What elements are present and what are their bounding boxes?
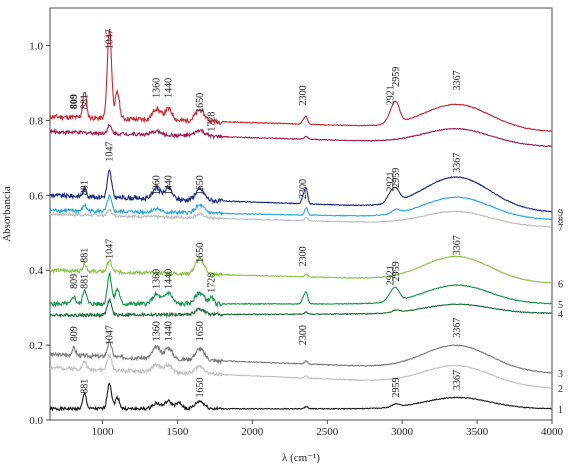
peak-label: 2300	[298, 179, 309, 199]
trace-number-label: 6	[558, 279, 563, 290]
trace-number-layer: 1 2 3 45 6 789	[558, 208, 563, 416]
x-tick-label: 2500	[316, 426, 339, 438]
peak-label: 881	[80, 248, 91, 263]
peak-label: 809	[69, 94, 80, 109]
peak-label: 2300	[298, 85, 309, 105]
peak-label: 3367	[452, 153, 463, 173]
peak-label: 1440	[163, 321, 174, 341]
peak-label: 1440	[163, 175, 174, 195]
peak-label: 881	[80, 180, 91, 195]
trace-number-label: 4	[558, 309, 563, 320]
peak-label: 1360	[151, 321, 162, 341]
peak-label: 2959	[391, 67, 402, 87]
peak-label: 1047	[105, 142, 116, 162]
peak-label: 1047	[105, 325, 116, 345]
series-line-10	[49, 123, 552, 148]
y-tick-label: 0.2	[29, 340, 43, 352]
y-axis: 0.0 0.2 0.4 0.6 0.8 1.0	[29, 40, 50, 427]
peak-label: 2921	[385, 265, 396, 285]
series-line-2	[49, 353, 553, 389]
peak-label: 3367	[452, 235, 463, 255]
peak-label: 1360	[151, 175, 162, 195]
peak-label: 2921	[385, 85, 396, 105]
peak-label: 1728	[207, 112, 218, 132]
peak-label: 1650	[195, 243, 206, 263]
x-tick-label: 3000	[391, 426, 414, 438]
y-tick-label: 1.0	[29, 40, 43, 52]
series-line-6	[49, 255, 553, 284]
peak-label: 881	[80, 94, 91, 109]
peak-label: 881	[80, 379, 91, 394]
peak-label: 809	[69, 326, 80, 341]
peak-label: 1650	[195, 378, 206, 398]
trace-number-label: 7	[558, 223, 563, 234]
peak-label: 881	[80, 274, 91, 289]
trace-number-label: 2	[558, 384, 563, 395]
series-line-3	[49, 339, 552, 374]
series-line-7	[49, 208, 553, 228]
trace-number-label: 8	[558, 216, 563, 227]
trace-number-label: 9	[558, 208, 563, 219]
trace-number-label: 5	[558, 300, 563, 311]
y-tick-label: 0.8	[29, 115, 43, 127]
x-tick-label: 2000	[241, 426, 264, 438]
peak-label: 1360	[151, 269, 162, 289]
x-axis-title: λ (cm⁻¹)	[282, 452, 320, 464]
peak-label: 3367	[452, 70, 463, 90]
x-axis: 1000 1500 2000 2500 3000 3500 4000	[91, 420, 564, 438]
series-line-11	[49, 28, 552, 132]
series-line-5	[49, 271, 552, 308]
peak-label: 1360	[151, 78, 162, 98]
x-tick-label: 4000	[541, 426, 564, 438]
peak-label: 2959	[391, 168, 402, 188]
peak-label: 2959	[391, 261, 402, 281]
trace-number-label: 1	[558, 405, 563, 416]
series-line-1	[49, 382, 552, 412]
x-tick-label: 3500	[466, 426, 489, 438]
peak-label: 3367	[452, 318, 463, 338]
x-tick-label: 1000	[91, 426, 114, 438]
y-tick-label: 0.6	[29, 190, 43, 202]
peak-label: 1650	[195, 93, 206, 113]
peak-label: 1650	[195, 175, 206, 195]
peak-label: 1728	[207, 273, 218, 293]
x-tick-label: 1500	[166, 426, 189, 438]
series-line-8	[49, 193, 552, 221]
trace-number-label: 3	[558, 369, 563, 380]
peak-label: 1047	[105, 239, 116, 259]
peak-label: 1650	[195, 321, 206, 341]
peak-label: 1047	[105, 29, 116, 49]
series-line-4	[49, 298, 552, 319]
peak-label: 2300	[298, 246, 309, 266]
peak-label: 2921	[385, 172, 396, 192]
peak-label: 809	[69, 274, 80, 289]
y-tick-label: 0.4	[29, 265, 43, 277]
peak-label: 1440	[163, 269, 174, 289]
peak-label: 2300	[298, 325, 309, 345]
peak-label: 2959	[391, 378, 402, 398]
y-axis-title: Absorbancia	[1, 186, 13, 242]
peak-label: 1440	[163, 78, 174, 98]
series-layer	[49, 28, 553, 412]
series-line-9	[49, 168, 553, 213]
y-tick-label: 0.0	[29, 415, 43, 427]
peak-label: 3367	[452, 370, 463, 390]
